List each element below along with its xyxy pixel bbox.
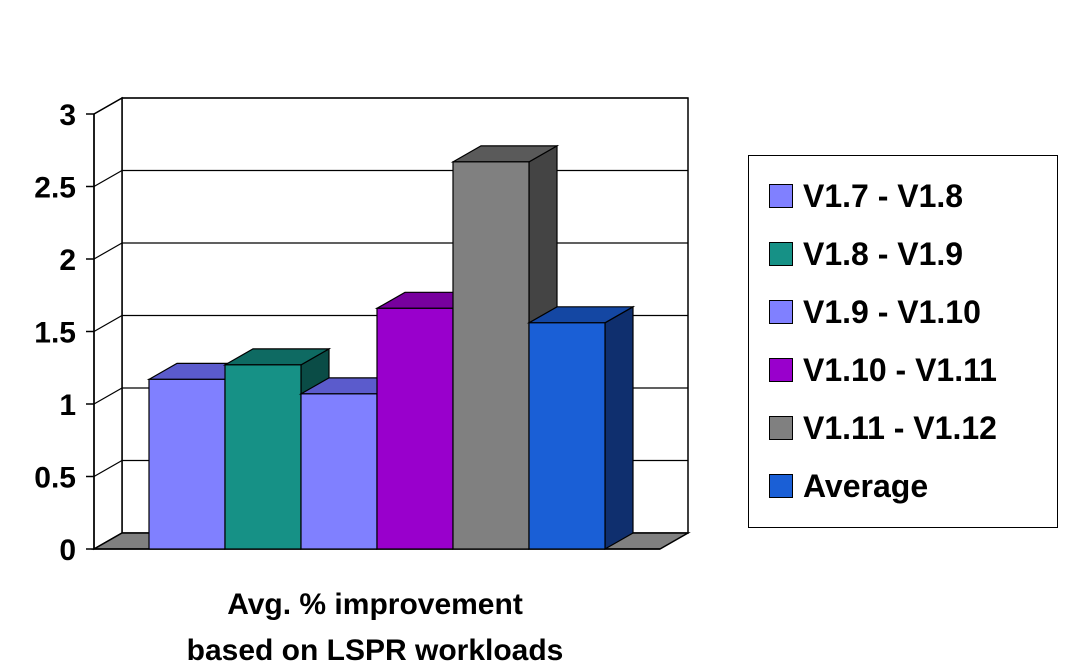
bars bbox=[146, 144, 636, 551]
bar-front bbox=[148, 378, 226, 550]
y-tick-label: 1 bbox=[59, 389, 76, 422]
gridline-side bbox=[93, 314, 123, 333]
bar-front bbox=[376, 307, 454, 550]
x-axis-label-line-1: Avg. % improvement bbox=[227, 588, 523, 621]
y-tick-label: 1.5 bbox=[34, 317, 76, 350]
gridline-side bbox=[93, 97, 123, 115]
legend-item-v1-10-v1-11: V1.10 - V1.11 bbox=[769, 350, 997, 390]
y-tick-label: 2 bbox=[59, 244, 76, 277]
legend-label: Average bbox=[803, 467, 929, 504]
bar-front bbox=[224, 364, 302, 550]
bar-side bbox=[604, 305, 634, 551]
bar-average bbox=[526, 305, 636, 551]
legend-item-average: Average bbox=[769, 466, 928, 506]
legend-swatch bbox=[769, 474, 793, 498]
legend-swatch bbox=[769, 242, 793, 266]
x-axis-label-line-2: based on LSPR workloads bbox=[187, 634, 564, 667]
bar-front bbox=[452, 161, 530, 550]
y-axis-ticks: 0 0.5 1 1.5 2 2.5 3 bbox=[34, 99, 94, 567]
y-tick-label: 2.5 bbox=[34, 172, 76, 205]
legend-label: V1.7 - V1.8 bbox=[803, 177, 964, 214]
bar-front bbox=[300, 393, 378, 550]
legend-label: V1.10 - V1.11 bbox=[803, 351, 997, 388]
gridline-side bbox=[93, 242, 123, 260]
legend-label: V1.11 - V1.12 bbox=[803, 409, 997, 446]
x-axis-label: Avg. % improvement based on LSPR workloa… bbox=[187, 588, 564, 667]
gridline-side bbox=[93, 459, 123, 478]
y-tick-label: 0 bbox=[59, 534, 76, 567]
legend-label: V1.8 - V1.9 bbox=[803, 235, 964, 272]
y-tick-label: 0.5 bbox=[34, 462, 76, 495]
legend-item-v1-8-v1-9: V1.8 - V1.9 bbox=[769, 234, 963, 274]
y-tick-label: 3 bbox=[59, 99, 76, 132]
legend-label: V1.9 - V1.10 bbox=[803, 293, 981, 330]
legend-swatch bbox=[769, 300, 793, 324]
legend-swatch bbox=[769, 416, 793, 440]
legend-item-v1-11-v1-12: V1.11 - V1.12 bbox=[769, 408, 997, 448]
legend: V1.7 - V1.8 V1.8 - V1.9 V1.9 - V1.10 V1.… bbox=[748, 155, 1058, 528]
legend-swatch bbox=[769, 184, 793, 208]
legend-item-v1-7-v1-8: V1.7 - V1.8 bbox=[769, 176, 963, 216]
gridline-side bbox=[93, 387, 123, 405]
legend-item-v1-9-v1-10: V1.9 - V1.10 bbox=[769, 292, 981, 332]
bar-front bbox=[528, 322, 606, 550]
gridline-side bbox=[93, 169, 123, 188]
legend-swatch bbox=[769, 358, 793, 382]
